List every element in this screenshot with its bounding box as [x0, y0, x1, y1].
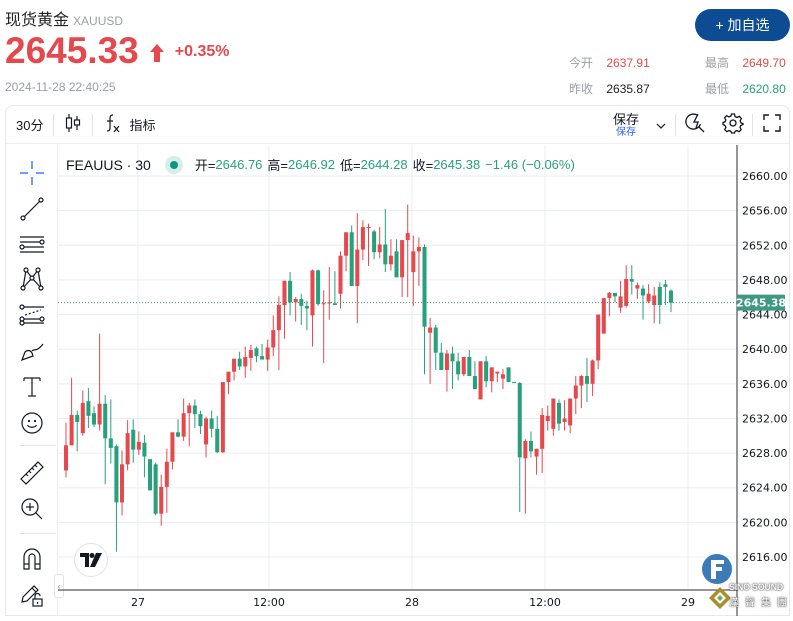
brush-icon	[19, 338, 45, 369]
last-price: 2645.33	[5, 30, 139, 71]
tradingview-logo-icon	[80, 553, 102, 567]
interval-selector[interactable]: 30分	[16, 118, 44, 133]
price-change-pct: +0.35%	[174, 43, 230, 60]
stat-prev-close: 昨收 2635.87	[569, 80, 650, 97]
stat-high: 最高 2649.70	[705, 54, 786, 71]
emoji-tool[interactable]	[16, 409, 48, 441]
instrument-name: 现货黄金	[5, 12, 70, 29]
chart-type-button[interactable]	[54, 106, 92, 144]
save-label: 保存	[612, 111, 639, 127]
pattern-tool[interactable]	[16, 265, 48, 297]
toolbar-divider	[20, 533, 56, 534]
text-tool[interactable]	[16, 373, 48, 405]
stat-low-label: 最低	[705, 82, 730, 96]
indicators-label: 指标	[129, 118, 156, 133]
toolbar-divider	[53, 113, 55, 136]
tradingview-logo[interactable]	[74, 543, 108, 577]
legend-low-label: 低=	[340, 158, 361, 173]
chart-widget: 30分 指标 保存 保存	[5, 105, 790, 616]
crosshair-icon	[19, 160, 45, 191]
crosshair-tool[interactable]	[16, 159, 48, 191]
sinosound-watermark: SINO SOUND 漢聲集團	[697, 552, 793, 621]
legend-close-label: 收=	[412, 158, 434, 173]
fib-tool[interactable]	[16, 301, 48, 333]
watermark-text-en: SINO SOUND	[729, 582, 784, 592]
quote-timestamp: 2024-11-28 22:40:25	[5, 80, 116, 94]
toolbar-divider	[20, 445, 56, 446]
lock-drawings-tool[interactable]	[16, 581, 48, 613]
toolbar-right: 保存 保存	[605, 106, 789, 144]
save-button[interactable]: 保存 保存	[605, 111, 647, 138]
price-row: 2645.33 +0.35%	[5, 30, 229, 72]
chart-symbol: FEAUUS · 30	[66, 156, 151, 173]
legend-open-label: 开=	[194, 158, 216, 173]
toolbar-divider	[675, 114, 676, 136]
fullscreen-button[interactable]	[753, 106, 789, 144]
stat-open: 今开 2637.91	[569, 54, 650, 71]
chart-toolbar: 30分 指标 保存 保存	[6, 106, 789, 144]
function-fx-icon	[103, 113, 121, 136]
brush-tool[interactable]	[16, 337, 48, 369]
gear-icon	[722, 112, 744, 139]
quick-search-button[interactable]	[676, 106, 714, 144]
legend-high-value: 2646.92	[288, 157, 335, 172]
xabcd-pattern-icon	[19, 266, 45, 297]
parallel-lines-icon	[19, 231, 45, 262]
stat-open-label: 今开	[569, 56, 594, 70]
stat-prev-close-label: 昨收	[569, 82, 594, 96]
stat-high-value: 2649.70	[742, 56, 786, 70]
toolbar-divider	[92, 113, 94, 136]
legend-low-value: 2644.28	[360, 157, 408, 172]
market-status-dot	[164, 155, 183, 174]
stat-low-value: 2620.80	[742, 82, 786, 96]
zoom-in-icon	[19, 496, 45, 527]
horizontal-lines-tool[interactable]	[16, 230, 48, 262]
lightning-search-icon	[684, 112, 706, 139]
magnet-icon	[19, 546, 45, 577]
indicators-button[interactable]: 指标	[93, 106, 165, 144]
stat-prev-close-value: 2635.87	[606, 82, 650, 96]
measure-tool[interactable]	[16, 459, 48, 491]
candlestick-icon	[64, 113, 82, 136]
save-sub-label: 保存	[615, 126, 636, 138]
pencil-lock-icon	[19, 582, 45, 613]
settings-button[interactable]	[714, 106, 752, 144]
ruler-icon	[19, 460, 45, 491]
stat-low: 最低 2620.80	[705, 80, 786, 97]
collapse-toolbar-button[interactable]: ‹	[54, 574, 64, 598]
drawing-toolbar	[6, 145, 58, 615]
text-icon	[19, 374, 45, 405]
smiley-icon	[19, 410, 45, 441]
ohlc-legend: FEAUUS · 30 开= 2646.76 高= 2646.92 低= 2644.2…	[66, 155, 580, 174]
sinosound-logo-icon	[702, 554, 732, 609]
fullscreen-icon	[763, 113, 781, 137]
stat-high-label: 最高	[705, 56, 730, 70]
zoom-in-tool[interactable]	[16, 495, 48, 527]
trend-line-icon	[19, 196, 45, 227]
trendline-tool[interactable]	[16, 195, 48, 227]
save-options-dropdown[interactable]	[647, 106, 675, 144]
toolbar-divider	[752, 114, 753, 136]
legend-high-label: 高=	[267, 158, 288, 173]
chevron-down-icon	[656, 116, 666, 134]
add-watchlist-button[interactable]: + 加自选	[695, 9, 790, 41]
watermark-text-cn: 漢聲集團	[729, 598, 793, 609]
stat-open-value: 2637.91	[606, 56, 650, 70]
legend-change: −1.46 (−0.06%)	[485, 157, 575, 172]
fib-retracement-icon	[19, 302, 45, 333]
arrow-up-icon	[149, 43, 165, 63]
legend-close-value: 2645.38	[433, 157, 481, 172]
instrument-symbol: XAUUSD	[73, 14, 124, 28]
magnet-tool[interactable]	[16, 545, 48, 577]
legend-open-value: 2646.76	[215, 157, 263, 172]
quote-header: 现货黄金 XAUUSD 2645.33 +0.35% 2024-11-28 22…	[0, 0, 793, 100]
title-row: 现货黄金 XAUUSD	[5, 6, 123, 30]
